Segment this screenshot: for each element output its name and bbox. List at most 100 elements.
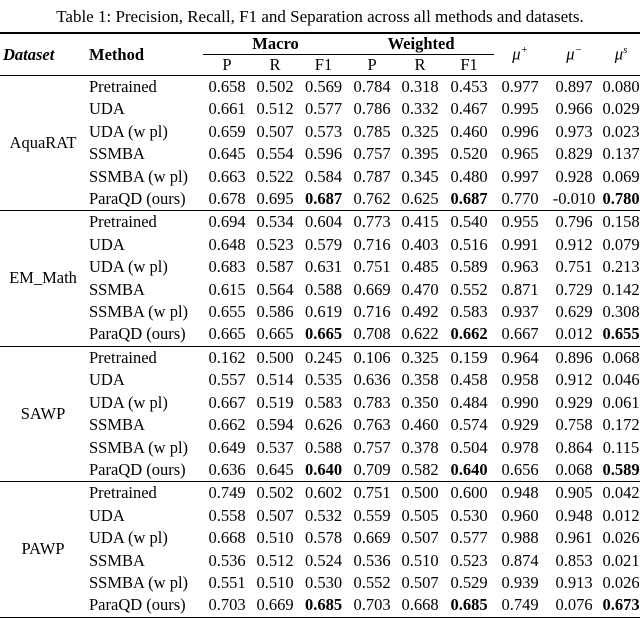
metric-cell: 0.694 (203, 210, 251, 234)
metric-cell: 0.516 (450, 234, 488, 254)
table-row: UDA 0.557 0.514 0.535 0.636 0.358 0.458 0.958 0.… (0, 369, 640, 391)
metric-cell: 0.913 (555, 572, 593, 592)
method-cell: ParaQD (ours) (89, 595, 186, 615)
metric-cell: 0.991 (501, 234, 539, 254)
metric-cell: 0.460 (450, 121, 488, 141)
table-row: ParaQD (ours) 0.703 0.669 0.685 0.703 0.668 0.… (0, 594, 640, 617)
metric-cell: 0.588 (304, 437, 343, 457)
metric-cell: 0.026 (602, 572, 640, 592)
metric-cell: 0.510 (256, 572, 294, 592)
table-row: AquaRAT Pretrained 0.658 0.502 0.569 0.784 0.3… (0, 76, 640, 152)
metric-cell: 0.668 (208, 528, 246, 548)
metric-cell: 0.662 (208, 415, 246, 435)
table-row: ParaQD (ours) 0.665 0.665 0.665 0.708 0.622 0.… (0, 323, 640, 346)
metric-cell: 0.655 (602, 324, 640, 344)
metric-cell: 0.762 (353, 189, 391, 209)
metric-cell: 0.587 (256, 257, 294, 277)
metric-cell: 0.964 (494, 345, 547, 370)
table-row: UDA 0.661 0.512 0.577 0.786 0.332 0.467 0.995 0.… (0, 98, 640, 120)
metric-cell: 0.709 (353, 459, 391, 479)
metric-cell: 0.137 (602, 144, 640, 164)
metric-cell: 0.162 (203, 345, 251, 370)
metric-cell: 0.757 (353, 437, 391, 457)
metric-cell: 0.558 (208, 505, 246, 525)
metric-cell: 0.158 (602, 210, 640, 234)
col-header-mu-minus: μ− (546, 33, 603, 76)
metric-cell: 0.648 (208, 234, 246, 254)
dataset-label: SAWP (0, 345, 86, 482)
method-cell: SSMBA (89, 279, 145, 299)
metric-cell: 0.645 (256, 459, 294, 479)
metric-cell: 0.485 (401, 257, 439, 277)
metric-cell: 0.655 (208, 302, 246, 322)
metric-cell: 0.159 (444, 345, 495, 370)
metric-cell: 0.484 (450, 392, 488, 412)
method-cell: UDA (w pl) (89, 257, 168, 277)
metric-cell: 0.453 (450, 77, 488, 96)
method-cell: Pretrained (86, 210, 203, 234)
metric-cell: 0.378 (401, 437, 439, 457)
col-header-weighted: Weighted (348, 33, 495, 55)
col-header-weighted-f1: F1 (444, 54, 495, 76)
metric-cell: 0.213 (602, 257, 640, 277)
metric-cell: 0.615 (208, 279, 246, 299)
col-header-weighted-p: P (348, 54, 397, 76)
mu-symbol: μ (566, 44, 575, 64)
metric-cell: 0.640 (304, 459, 343, 479)
metric-cell: 0.853 (555, 550, 593, 570)
metric-cell: 0.536 (353, 550, 391, 570)
metric-cell: 0.965 (501, 144, 539, 164)
metric-cell: 0.026 (602, 528, 640, 548)
metric-cell: 0.685 (304, 595, 343, 615)
method-cell: UDA (89, 370, 125, 390)
metric-cell: 0.978 (501, 437, 539, 457)
method-cell: ParaQD (ours) (89, 324, 186, 344)
col-header-macro: Macro (203, 33, 349, 55)
metric-cell: 0.929 (555, 392, 593, 412)
metric-cell: 0.532 (304, 505, 343, 525)
metric-cell: 0.470 (401, 279, 439, 299)
metric-cell: 0.973 (555, 121, 593, 141)
col-header-mu-s: μs (602, 33, 640, 76)
metric-cell: 0.990 (501, 392, 539, 412)
metric-cell: 0.596 (304, 144, 343, 164)
metric-cell: 0.504 (450, 437, 488, 457)
metric-cell: -0.010 (552, 189, 596, 209)
metric-cell: 0.507 (256, 505, 294, 525)
metric-cell: 0.029 (602, 99, 640, 119)
metric-cell: 0.519 (256, 392, 294, 412)
metric-cell: 0.345 (401, 166, 439, 186)
metric-cell: 0.963 (501, 257, 539, 277)
metric-cell: 0.318 (401, 77, 439, 96)
metric-cell: 0.589 (450, 257, 488, 277)
metric-cell: 0.758 (555, 415, 593, 435)
metric-cell: 0.874 (501, 550, 539, 570)
metric-cell: 0.142 (602, 279, 640, 299)
metric-cell: 0.996 (501, 121, 539, 141)
metric-cell: 0.574 (450, 415, 488, 435)
metric-cell: 0.583 (304, 392, 343, 412)
metric-cell: 0.663 (208, 166, 246, 186)
table-row: SSMBA (w pl) 0.663 0.522 0.584 0.787 0.345 0.4… (0, 166, 640, 188)
metric-cell: 0.046 (602, 370, 640, 390)
dataset-label: PAWP (0, 481, 86, 618)
metric-cell: 0.757 (353, 144, 391, 164)
metric-cell: 0.551 (208, 572, 246, 592)
metric-cell: 0.631 (304, 257, 343, 277)
metric-cell: 0.928 (555, 166, 593, 186)
metric-cell: 0.780 (602, 189, 640, 209)
metric-cell: 0.661 (208, 99, 246, 119)
metric-cell: 0.068 (555, 459, 593, 479)
metric-cell: 0.629 (555, 302, 593, 322)
metric-cell: 0.871 (501, 279, 539, 299)
metric-cell: 0.586 (256, 302, 294, 322)
metric-cell: 0.667 (501, 324, 539, 344)
metric-cell: 0.012 (602, 505, 640, 525)
col-header-weighted-r: R (396, 54, 445, 76)
col-header-mu-plus: μ+ (494, 33, 547, 76)
metric-cell: 0.687 (450, 189, 488, 209)
metric-cell: 0.773 (348, 210, 397, 234)
metric-cell: 0.540 (444, 210, 495, 234)
metric-cell: 0.579 (304, 234, 343, 254)
metric-cell: 0.492 (401, 302, 439, 322)
